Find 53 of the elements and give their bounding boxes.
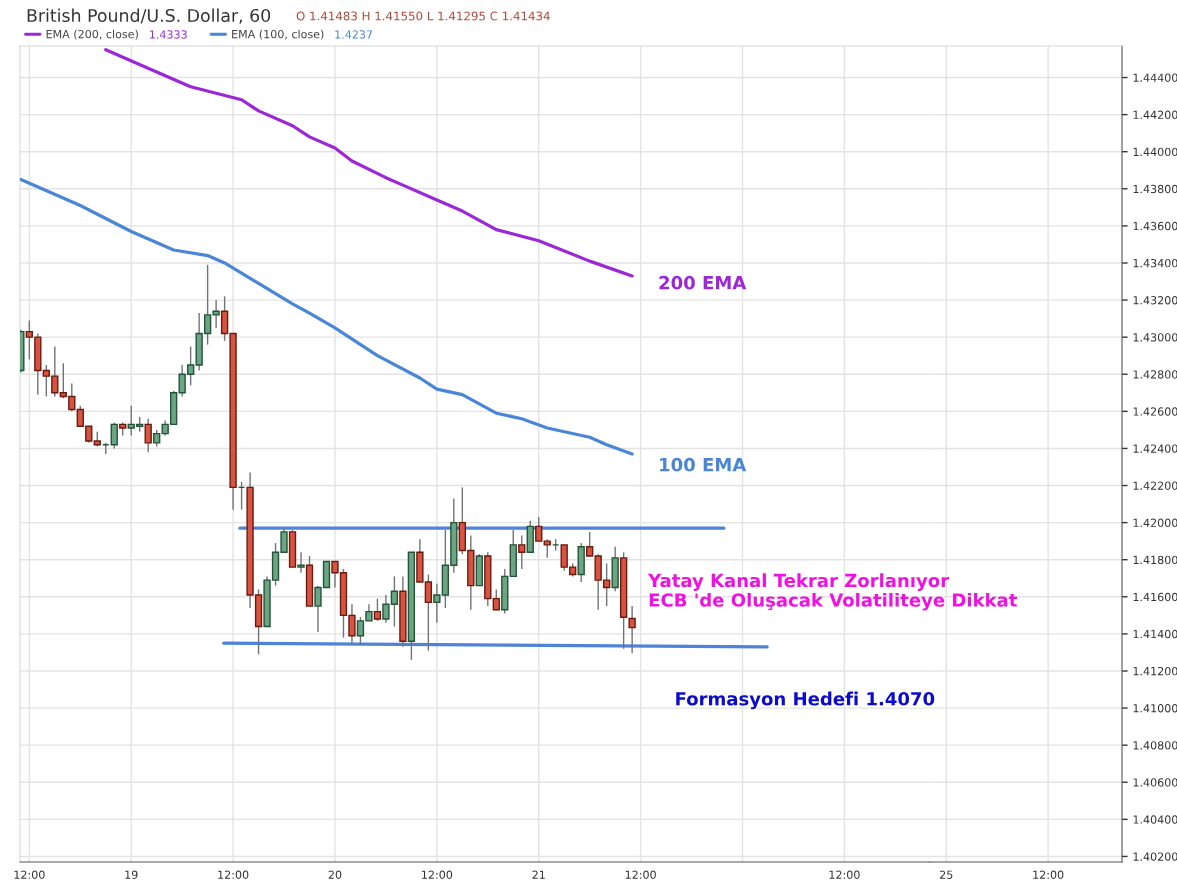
y-tick-label: 1.43600 <box>1133 221 1177 231</box>
y-tick-label: 1.41600 <box>1133 592 1177 602</box>
legend-label: EMA (100, close) <box>232 29 324 40</box>
x-tick-label: 21 <box>532 870 545 879</box>
y-tick-label: 1.44000 <box>1133 147 1177 157</box>
candlestick <box>586 531 594 557</box>
candlestick <box>110 421 118 450</box>
x-tick-label: 12:00 <box>1033 870 1064 879</box>
candlestick <box>373 597 382 622</box>
x-tick-label: 12:00 <box>625 870 656 879</box>
y-tick-label: 1.44400 <box>1133 73 1177 82</box>
candlestick <box>492 588 500 611</box>
y-tick-label: 1.43000 <box>1133 333 1177 342</box>
annotation: 100 EMA <box>660 457 747 472</box>
y-tick-label: 1.40800 <box>1133 741 1177 750</box>
x-tick-label: 20 <box>328 870 342 879</box>
x-tick-label: 12:00 <box>218 870 249 879</box>
y-tick-label: 1.42200 <box>1133 481 1177 490</box>
annotation: 200 EMA <box>659 275 747 290</box>
x-tick-label: 12:00 <box>422 870 453 879</box>
x-tick-label: 25 <box>940 870 953 879</box>
y-tick-label: 1.40400 <box>1133 815 1177 824</box>
y-tick-label: 1.41200 <box>1133 666 1177 676</box>
chart-subtitle: O 1.41483 H 1.41550 L 1.41295 C 1.41434 <box>296 11 550 21</box>
x-tick-label: 12:00 <box>14 870 45 879</box>
annotation: Formasyon Hedefi 1.4070 <box>676 691 935 710</box>
y-tick-label: 1.41000 <box>1133 704 1177 713</box>
x-tick-label: 12:00 <box>829 870 860 879</box>
y-tick-label: 1.42600 <box>1133 407 1177 416</box>
y-tick-label: 1.40200 <box>1133 852 1177 861</box>
y-tick-label: 1.43800 <box>1133 184 1177 194</box>
y-tick-label: 1.41800 <box>1133 555 1177 565</box>
y-tick-label: 1.41400 <box>1133 629 1177 639</box>
chart-title: British Pound/U.S. Dollar, 60 <box>27 8 271 24</box>
y-tick-label: 1.44200 <box>1133 110 1177 119</box>
legend-label: EMA (200, close) <box>46 29 138 40</box>
y-tick-label: 1.42800 <box>1133 370 1177 379</box>
candlestick <box>297 551 305 574</box>
candlestick <box>543 538 551 559</box>
y-tick-label: 1.43400 <box>1133 258 1177 268</box>
y-tick-label: 1.42000 <box>1133 518 1177 527</box>
y-tick-label: 1.42400 <box>1133 444 1177 453</box>
y-tick-label: 1.40600 <box>1133 778 1177 787</box>
annotation: Yatay Kanal Tekrar Zorlanıyor <box>647 573 950 591</box>
candlestick <box>144 418 152 453</box>
x-tick-label: 19 <box>125 870 138 879</box>
candlestick <box>535 516 543 542</box>
text: 1.4333 <box>150 30 187 39</box>
text: 1.4237 <box>335 30 373 39</box>
y-tick-label: 1.43200 <box>1133 296 1177 305</box>
candlestick <box>518 534 526 570</box>
annotation: ECB 'de Oluşacak Volatiliteye Dikkat <box>649 592 1017 611</box>
candlestick <box>628 605 636 655</box>
